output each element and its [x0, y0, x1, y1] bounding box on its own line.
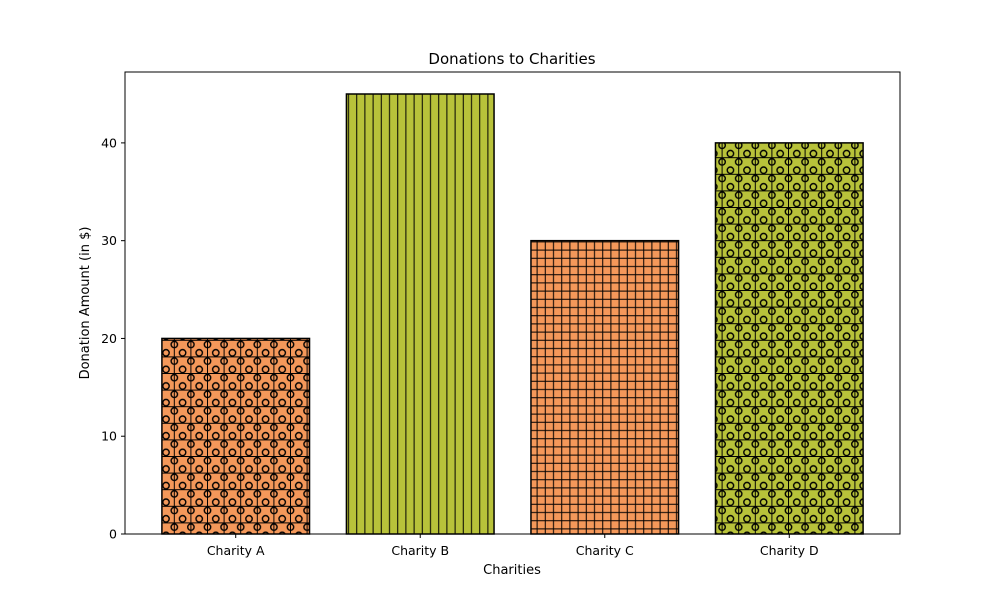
- x-tick-label: Charity C: [576, 543, 634, 558]
- x-axis-label: Charities: [483, 563, 541, 578]
- y-tick-label: 10: [101, 429, 117, 444]
- x-tick-label: Charity B: [391, 543, 449, 558]
- y-tick-label: 40: [101, 135, 117, 150]
- y-tick-label: 20: [101, 331, 117, 346]
- x-tick-label: Charity A: [207, 543, 265, 558]
- y-axis: 0 10 20 30 40: [101, 135, 125, 542]
- bar-hatch-charity-a: [161, 337, 311, 535]
- y-tick-label: 0: [109, 527, 117, 542]
- y-axis-label: Donation Amount (in $): [78, 227, 93, 380]
- x-tick-label: Charity D: [760, 543, 819, 558]
- plot-frame: [124, 71, 901, 535]
- bar-hatch-charity-c: [530, 239, 680, 535]
- bar-hatch-charity-d: [714, 142, 864, 535]
- bars-group: [161, 93, 864, 535]
- bar-hatch-charity-b: [345, 93, 495, 535]
- chart-title: Donations to Charities: [428, 50, 595, 68]
- x-axis: Charity A Charity B Charity C Charity D: [207, 534, 819, 558]
- y-tick-label: 30: [101, 233, 117, 248]
